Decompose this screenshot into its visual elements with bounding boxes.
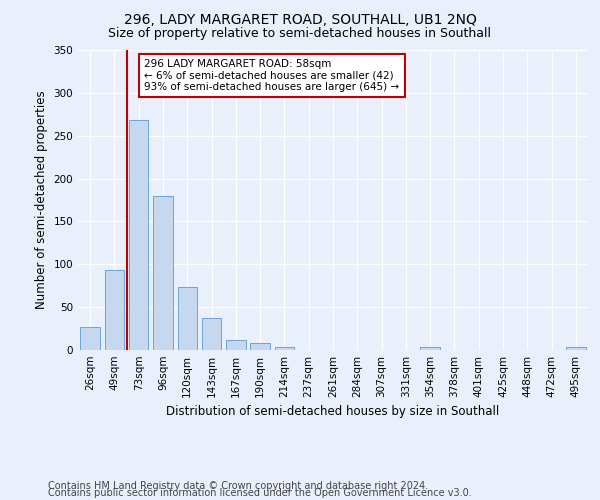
Bar: [80, 327, 100, 350]
Y-axis label: Number of semi-detached properties: Number of semi-detached properties: [35, 90, 48, 310]
Text: Contains public sector information licensed under the Open Government Licence v3: Contains public sector information licen…: [48, 488, 472, 498]
Bar: [129, 120, 148, 350]
Text: Contains HM Land Registry data © Crown copyright and database right 2024.: Contains HM Land Registry data © Crown c…: [48, 481, 428, 491]
Bar: [202, 318, 221, 350]
Text: Size of property relative to semi-detached houses in Southall: Size of property relative to semi-detach…: [109, 28, 491, 40]
Bar: [566, 348, 586, 350]
Bar: [275, 348, 294, 350]
Text: 296, LADY MARGARET ROAD, SOUTHALL, UB1 2NQ: 296, LADY MARGARET ROAD, SOUTHALL, UB1 2…: [124, 12, 476, 26]
X-axis label: Distribution of semi-detached houses by size in Southall: Distribution of semi-detached houses by …: [166, 406, 500, 418]
Bar: [153, 196, 173, 350]
Bar: [226, 340, 245, 350]
Bar: [421, 346, 440, 350]
Bar: [178, 288, 197, 350]
Bar: [250, 343, 270, 350]
Bar: [105, 270, 124, 350]
Text: 296 LADY MARGARET ROAD: 58sqm
← 6% of semi-detached houses are smaller (42)
93% : 296 LADY MARGARET ROAD: 58sqm ← 6% of se…: [145, 59, 400, 92]
